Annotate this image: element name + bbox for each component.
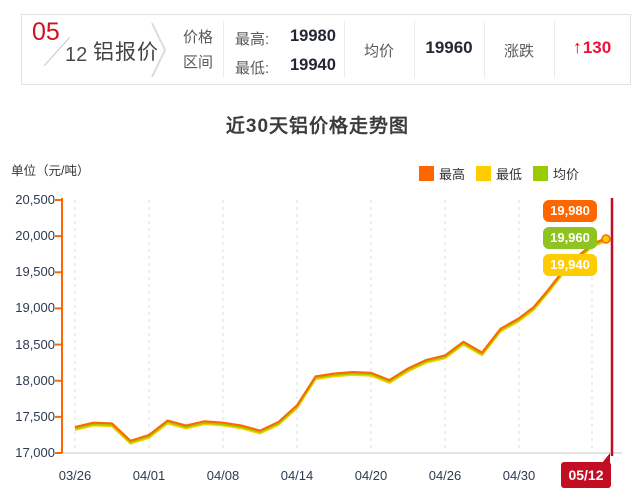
- change-label: 涨跌: [503, 43, 534, 60]
- x-tick-label: 04/08: [206, 468, 240, 483]
- up-arrow-icon: ↑: [572, 37, 582, 57]
- change-value: ↑130: [554, 37, 630, 58]
- divider: [414, 21, 415, 78]
- legend-label-high: 最高: [439, 167, 466, 182]
- value-badge-avg: 19,960: [543, 227, 597, 249]
- y-tick-label: 17,500: [15, 408, 55, 424]
- low-value: 19940: [290, 56, 336, 74]
- badge-pointer-icon: [602, 453, 610, 463]
- divider: [484, 21, 485, 78]
- current-date-badge: 05/12: [561, 453, 611, 488]
- end-point-marker: [601, 234, 611, 244]
- y-tick-label: 17,000: [15, 445, 55, 460]
- average-label: 均价: [363, 43, 394, 60]
- price-range-line1: 价格: [182, 29, 213, 46]
- y-tick-label: 20,000: [15, 228, 55, 244]
- x-tick-label: 04/26: [428, 468, 462, 483]
- divider: [223, 21, 224, 78]
- high-value: 19980: [290, 27, 336, 45]
- x-tick-label: 04/01: [132, 468, 166, 483]
- date-day: 12: [65, 44, 88, 66]
- legend-item-avg[interactable]: 均价: [533, 164, 579, 183]
- x-tick-label: 04/20: [354, 468, 388, 483]
- price-range-label: 价格 区间: [172, 25, 224, 75]
- y-tick-label: 20,500: [15, 192, 55, 207]
- unit-label: 单位（元/吨）: [11, 164, 90, 178]
- legend-swatch-avg: [533, 166, 549, 181]
- current-date-text: 05/12: [568, 467, 604, 483]
- value-badge-low: 19,940: [543, 254, 597, 276]
- low-label: 最低:: [235, 60, 270, 77]
- divider: [344, 21, 345, 78]
- value-badge-high: 19,980: [543, 200, 597, 222]
- y-tick-label: 19,500: [15, 264, 55, 280]
- legend-swatch-high: [419, 166, 434, 181]
- price-range-line2: 区间: [182, 54, 213, 71]
- legend-item-high[interactable]: 最高: [419, 164, 465, 183]
- divider: [554, 21, 555, 78]
- quote-bar: 05 12 铝报价 价格 区间 最高: 19980 最低: 19940 均价 1…: [21, 14, 631, 85]
- chevron-right-icon: [150, 21, 168, 84]
- series-line-low: [74, 239, 608, 445]
- x-tick-label: 04/14: [280, 468, 314, 483]
- x-tick-label: 03/26: [58, 468, 92, 483]
- series-line-high: [74, 236, 608, 442]
- date-month: 05: [32, 18, 60, 46]
- legend-item-low[interactable]: 最低: [476, 164, 522, 183]
- legend: 最高 最低 均价: [419, 164, 579, 183]
- legend-label-low: 最低: [496, 167, 523, 182]
- x-tick-label: 04/30: [502, 468, 536, 483]
- series-line-avg: [74, 238, 608, 444]
- y-tick-label: 18,000: [15, 372, 55, 388]
- product-name: 铝报价: [93, 41, 159, 64]
- average-value: 19960: [425, 38, 473, 57]
- y-tick-label: 19,000: [15, 300, 55, 316]
- chart-title: 近30天铝价格走势图: [225, 116, 410, 137]
- legend-swatch-low: [476, 166, 492, 181]
- change-amount: 130: [582, 38, 612, 57]
- y-tick-label: 18,500: [15, 336, 55, 352]
- high-label: 最高:: [235, 31, 270, 48]
- legend-label-avg: 均价: [553, 167, 580, 182]
